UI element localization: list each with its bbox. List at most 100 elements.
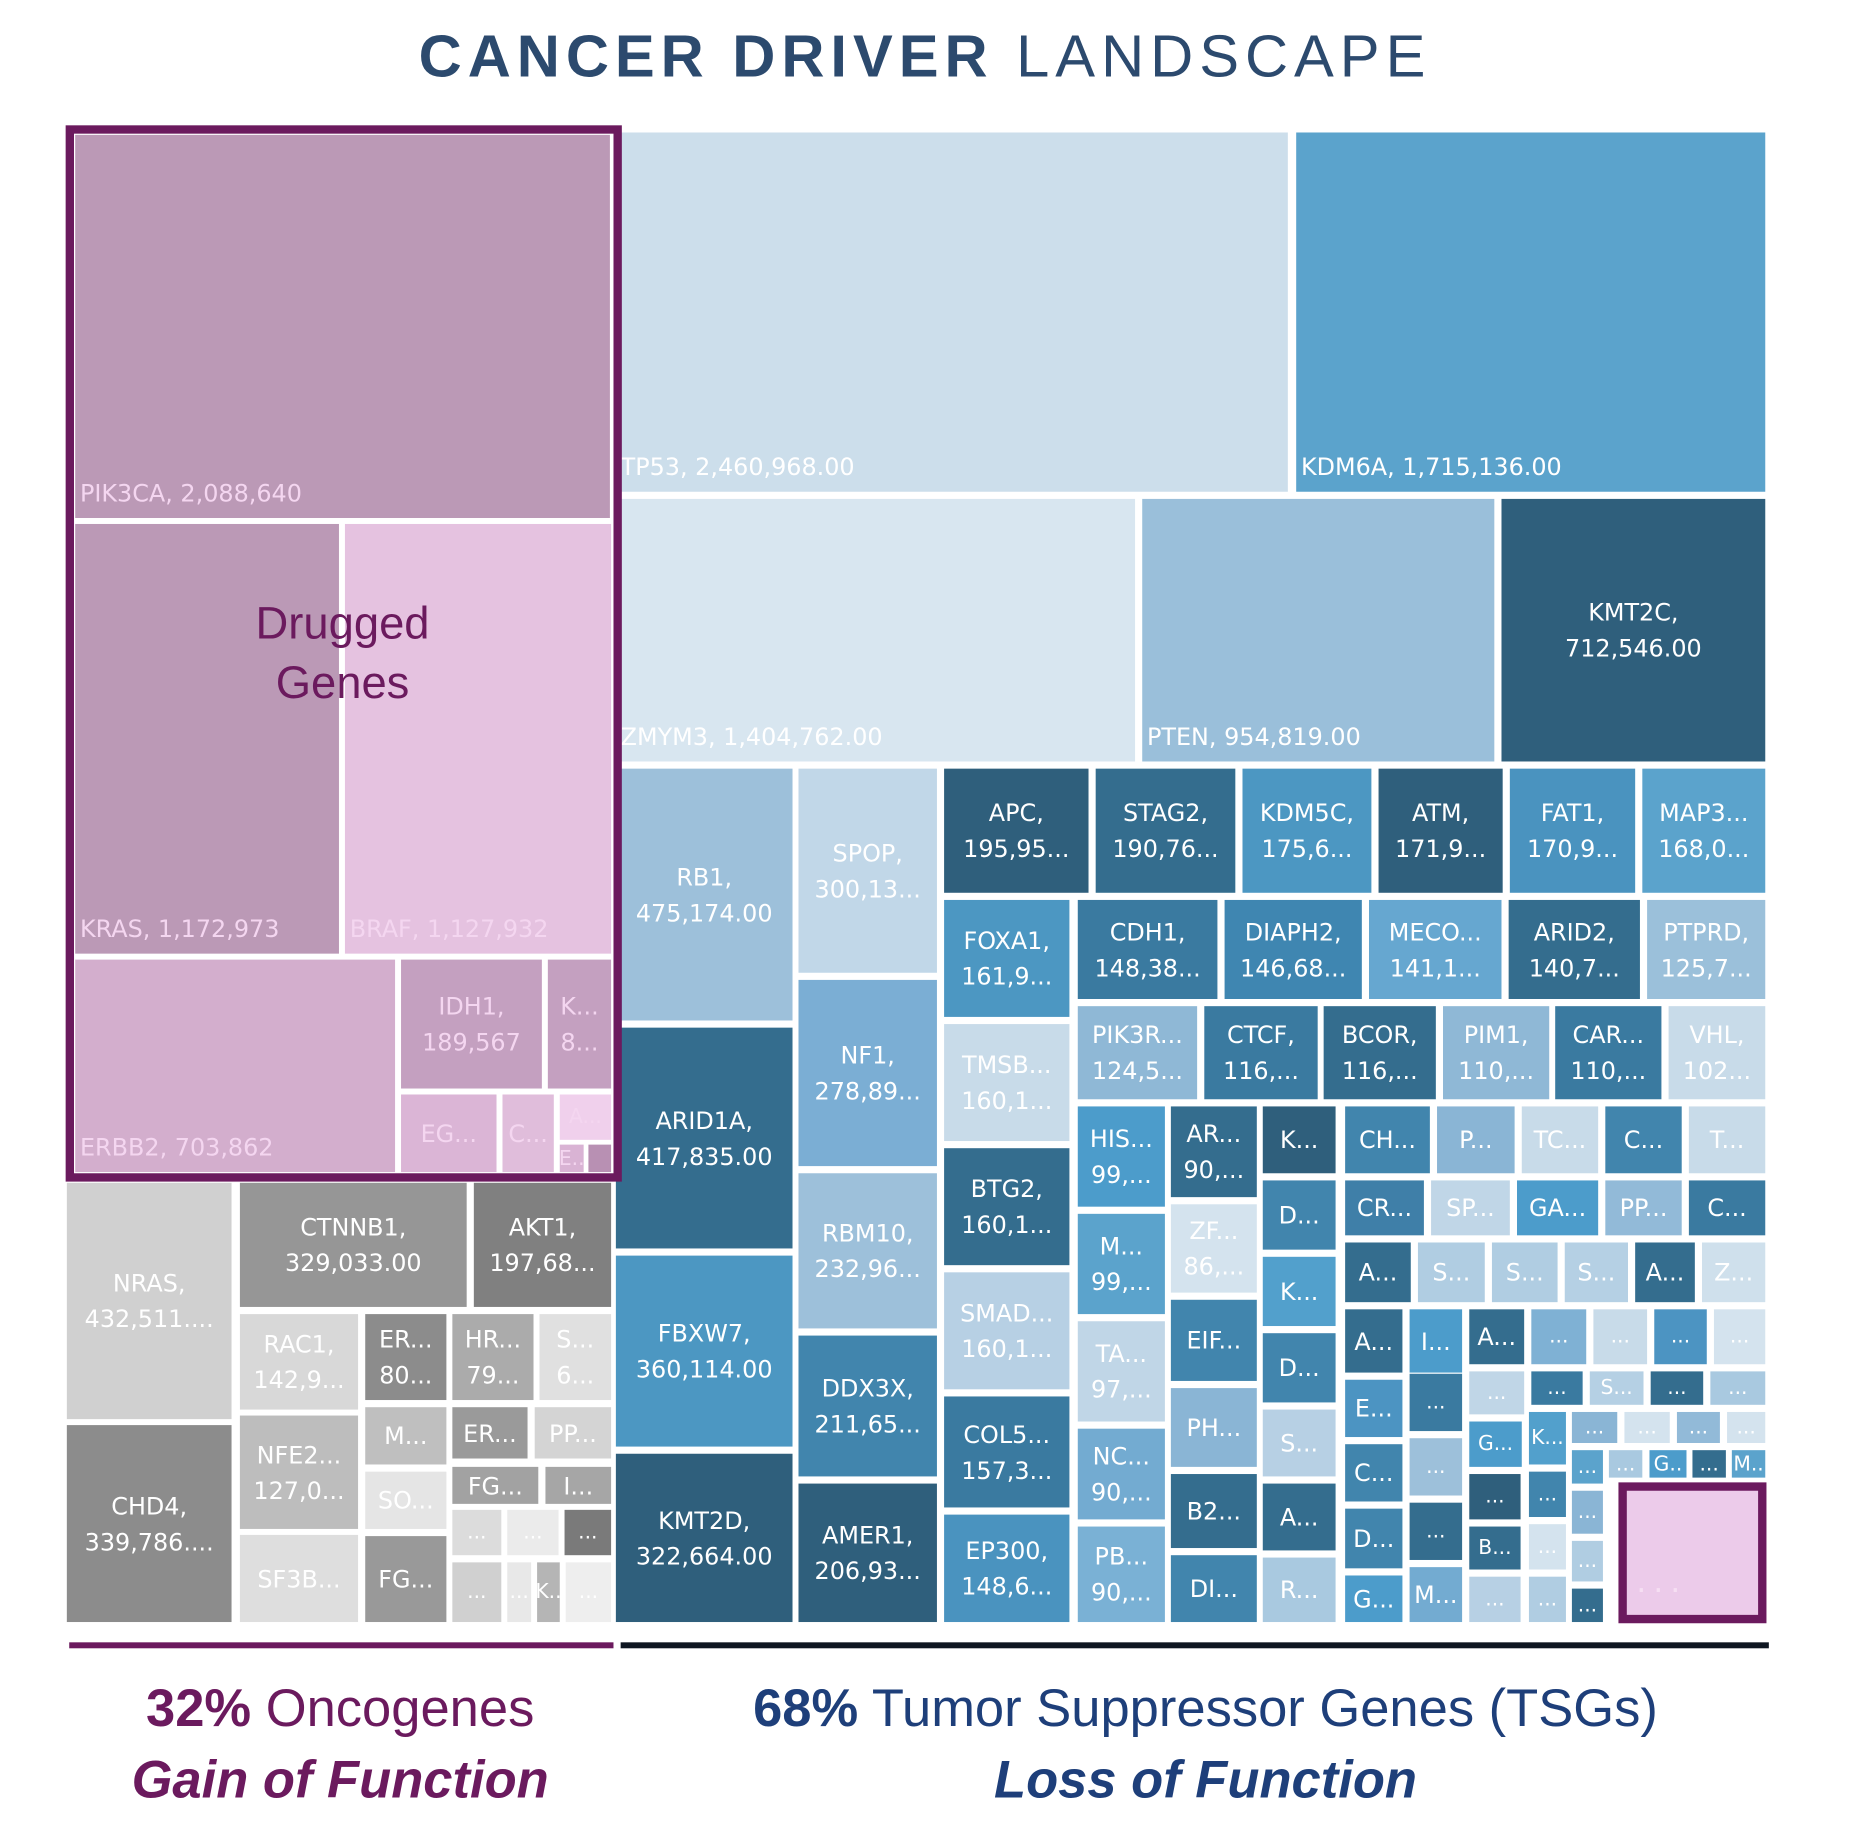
treemap-tile: A... <box>1469 1309 1525 1365</box>
treemap-tile: TC... <box>1521 1106 1599 1174</box>
treemap-tile: G.. <box>1649 1450 1687 1478</box>
treemap-tile: M.. <box>1731 1450 1766 1478</box>
treemap-tile: ... <box>1608 1450 1643 1478</box>
treemap-tile: ... <box>1713 1309 1766 1365</box>
treemap-tile: ... <box>452 1509 502 1556</box>
treemap-tile: CTCF, 116,... <box>1204 1006 1318 1100</box>
treemap-tile: PP... <box>534 1407 612 1459</box>
treemap-tile: ... <box>1409 1502 1463 1560</box>
tsg-subtitle: Loss of Function <box>993 1750 1417 1810</box>
treemap-tile: BRAF, 1,127,932 <box>344 523 612 954</box>
treemap-tile: EG... <box>401 1094 497 1173</box>
treemap-tile: MECO... 141,1... <box>1369 899 1502 1000</box>
treemap-tile: TMSB... 160,1... <box>944 1024 1070 1142</box>
treemap-tile: FAT1, 170,9... <box>1509 768 1636 893</box>
treemap-tile: ... <box>1727 1411 1766 1444</box>
treemap-tile: K... <box>1262 1106 1336 1174</box>
treemap-tile: NFE2... 127,0... <box>239 1415 359 1529</box>
treemap-tile: ERBB2, 703,862 <box>75 959 396 1173</box>
treemap-tile: I... <box>1409 1309 1463 1373</box>
treemap-tile: S... <box>1491 1242 1558 1303</box>
treemap-tile: ATM, 171,9... <box>1378 768 1503 893</box>
treemap-tile: ARID2, 140,7... <box>1508 899 1640 1000</box>
treemap-tile: PIK3CA, 2,088,640 <box>75 134 610 519</box>
treemap-tile: C... <box>502 1094 554 1173</box>
treemap-tile: T... <box>1688 1106 1766 1174</box>
treemap-tile: APC, 195,95... <box>944 768 1089 893</box>
treemap-tile: FG... <box>452 1466 539 1504</box>
treemap-tile: DIAPH2, 146,68... <box>1224 899 1362 1000</box>
treemap-tile: KMT2C, 712,546.00 <box>1501 498 1766 762</box>
treemap-tile: A... <box>559 1094 612 1140</box>
treemap-tile: A... <box>1635 1242 1695 1303</box>
treemap-tile: ER... <box>452 1407 528 1459</box>
treemap-tile: E.. <box>559 1144 584 1173</box>
treemap-tile: PIK3R... 124,5... <box>1077 1006 1198 1100</box>
treemap-tile: S... <box>1564 1242 1629 1303</box>
treemap-tile: C... <box>1688 1180 1766 1236</box>
oncogenes-divider <box>69 1642 614 1649</box>
treemap-tile: PP... <box>1605 1180 1682 1236</box>
treemap-tile: SO... <box>365 1471 447 1529</box>
treemap-tile: AKT1, 197,68... <box>473 1182 612 1307</box>
treemap-tile: ... <box>1531 1309 1587 1365</box>
treemap-tile: KDM5C, 175,6... <box>1242 768 1372 893</box>
treemap-tile: D... <box>1345 1508 1403 1569</box>
treemap-tile: VHL, 102... <box>1668 1006 1766 1100</box>
treemap-tile: KDM6A, 1,715,136.00 <box>1296 132 1766 492</box>
title-light: LANDSCAPE <box>1016 22 1432 90</box>
oncogenes-subtitle: Gain of Function <box>131 1750 549 1810</box>
treemap-tile: ... <box>1469 1576 1521 1623</box>
treemap-tile: SMAD... 160,1... <box>944 1272 1070 1390</box>
treemap-tile: PIM1, 110,... <box>1443 1006 1550 1100</box>
treemap-tile: SPOP, 300,13... <box>798 768 937 973</box>
treemap-tile: G... <box>1345 1575 1403 1623</box>
treemap-tile: M... <box>365 1407 447 1465</box>
treemap-tile: ... <box>1571 1450 1603 1484</box>
treemap-tile: NC... 90,... <box>1077 1428 1165 1520</box>
treemap-tile: ZMYM3, 1,404,762.00 <box>615 498 1136 762</box>
treemap-tile: AMER1, 206,93... <box>798 1483 937 1623</box>
treemap-tile: A... <box>1345 1242 1411 1303</box>
treemap-tile: CAR... 110,... <box>1555 1006 1662 1100</box>
treemap-tile: ... <box>564 1509 612 1556</box>
treemap-tile: C... <box>1345 1444 1403 1502</box>
oncogenes-caption: 32% Oncogenes Gain of Function <box>72 1673 609 1816</box>
treemap-tile: S... <box>1417 1242 1485 1303</box>
treemap-tile: ... <box>1409 1438 1463 1496</box>
treemap-tile: PTPRD, 125,7... <box>1647 899 1766 1000</box>
treemap-tile: KRAS, 1,172,973 <box>75 523 339 954</box>
treemap-tile: ... <box>1571 1540 1603 1582</box>
treemap-tile: ... <box>1531 1371 1583 1405</box>
treemap-tile: S... 6... <box>539 1314 612 1401</box>
treemap-tile: ... <box>1571 1411 1618 1444</box>
treemap-tile: RBM10, 232,96... <box>798 1173 937 1329</box>
treemap-tile: COL5... 157,3... <box>944 1396 1070 1508</box>
treemap-tile: ... <box>1571 1490 1603 1534</box>
treemap-tile: ... <box>1710 1371 1766 1405</box>
treemap-tile: ... <box>452 1562 502 1623</box>
treemap-tile: ... <box>1593 1309 1648 1365</box>
treemap-tile: EP300, 148,6... <box>944 1514 1070 1623</box>
treemap-tile: DI... <box>1170 1555 1257 1623</box>
treemap-tile: I... <box>545 1466 612 1504</box>
treemap-tile: ... <box>1469 1474 1521 1520</box>
treemap-tile: ARID1A, 417,835.00 <box>615 1027 793 1249</box>
treemap-tile: GA... <box>1517 1180 1599 1236</box>
treemap-tile: ZF... 86,... <box>1170 1204 1257 1293</box>
treemap-tile: TA... 97,... <box>1077 1321 1165 1422</box>
treemap-tile: FOXA1, 161,9... <box>944 899 1070 1017</box>
treemap-tile: ... <box>565 1562 612 1623</box>
treemap-tile: MAP3... 168,0... <box>1642 768 1766 893</box>
treemap-tile: CTNNB1, 329,033.00 <box>239 1182 467 1307</box>
treemap-tile: HIS... 99,... <box>1077 1106 1165 1207</box>
treemap-tile: K... <box>1528 1411 1566 1465</box>
treemap-tile: ... <box>1409 1373 1463 1432</box>
treemap-tile: NF1, 278,89... <box>798 979 937 1167</box>
treemap-tile: DDX3X, 211,65... <box>798 1335 937 1477</box>
treemap-tile: CH... <box>1345 1106 1430 1174</box>
treemap-tile: RB1, 475,174.00 <box>615 768 793 1021</box>
treemap-tile: ... <box>1528 1471 1566 1518</box>
treemap-tile: K.. <box>537 1562 560 1623</box>
